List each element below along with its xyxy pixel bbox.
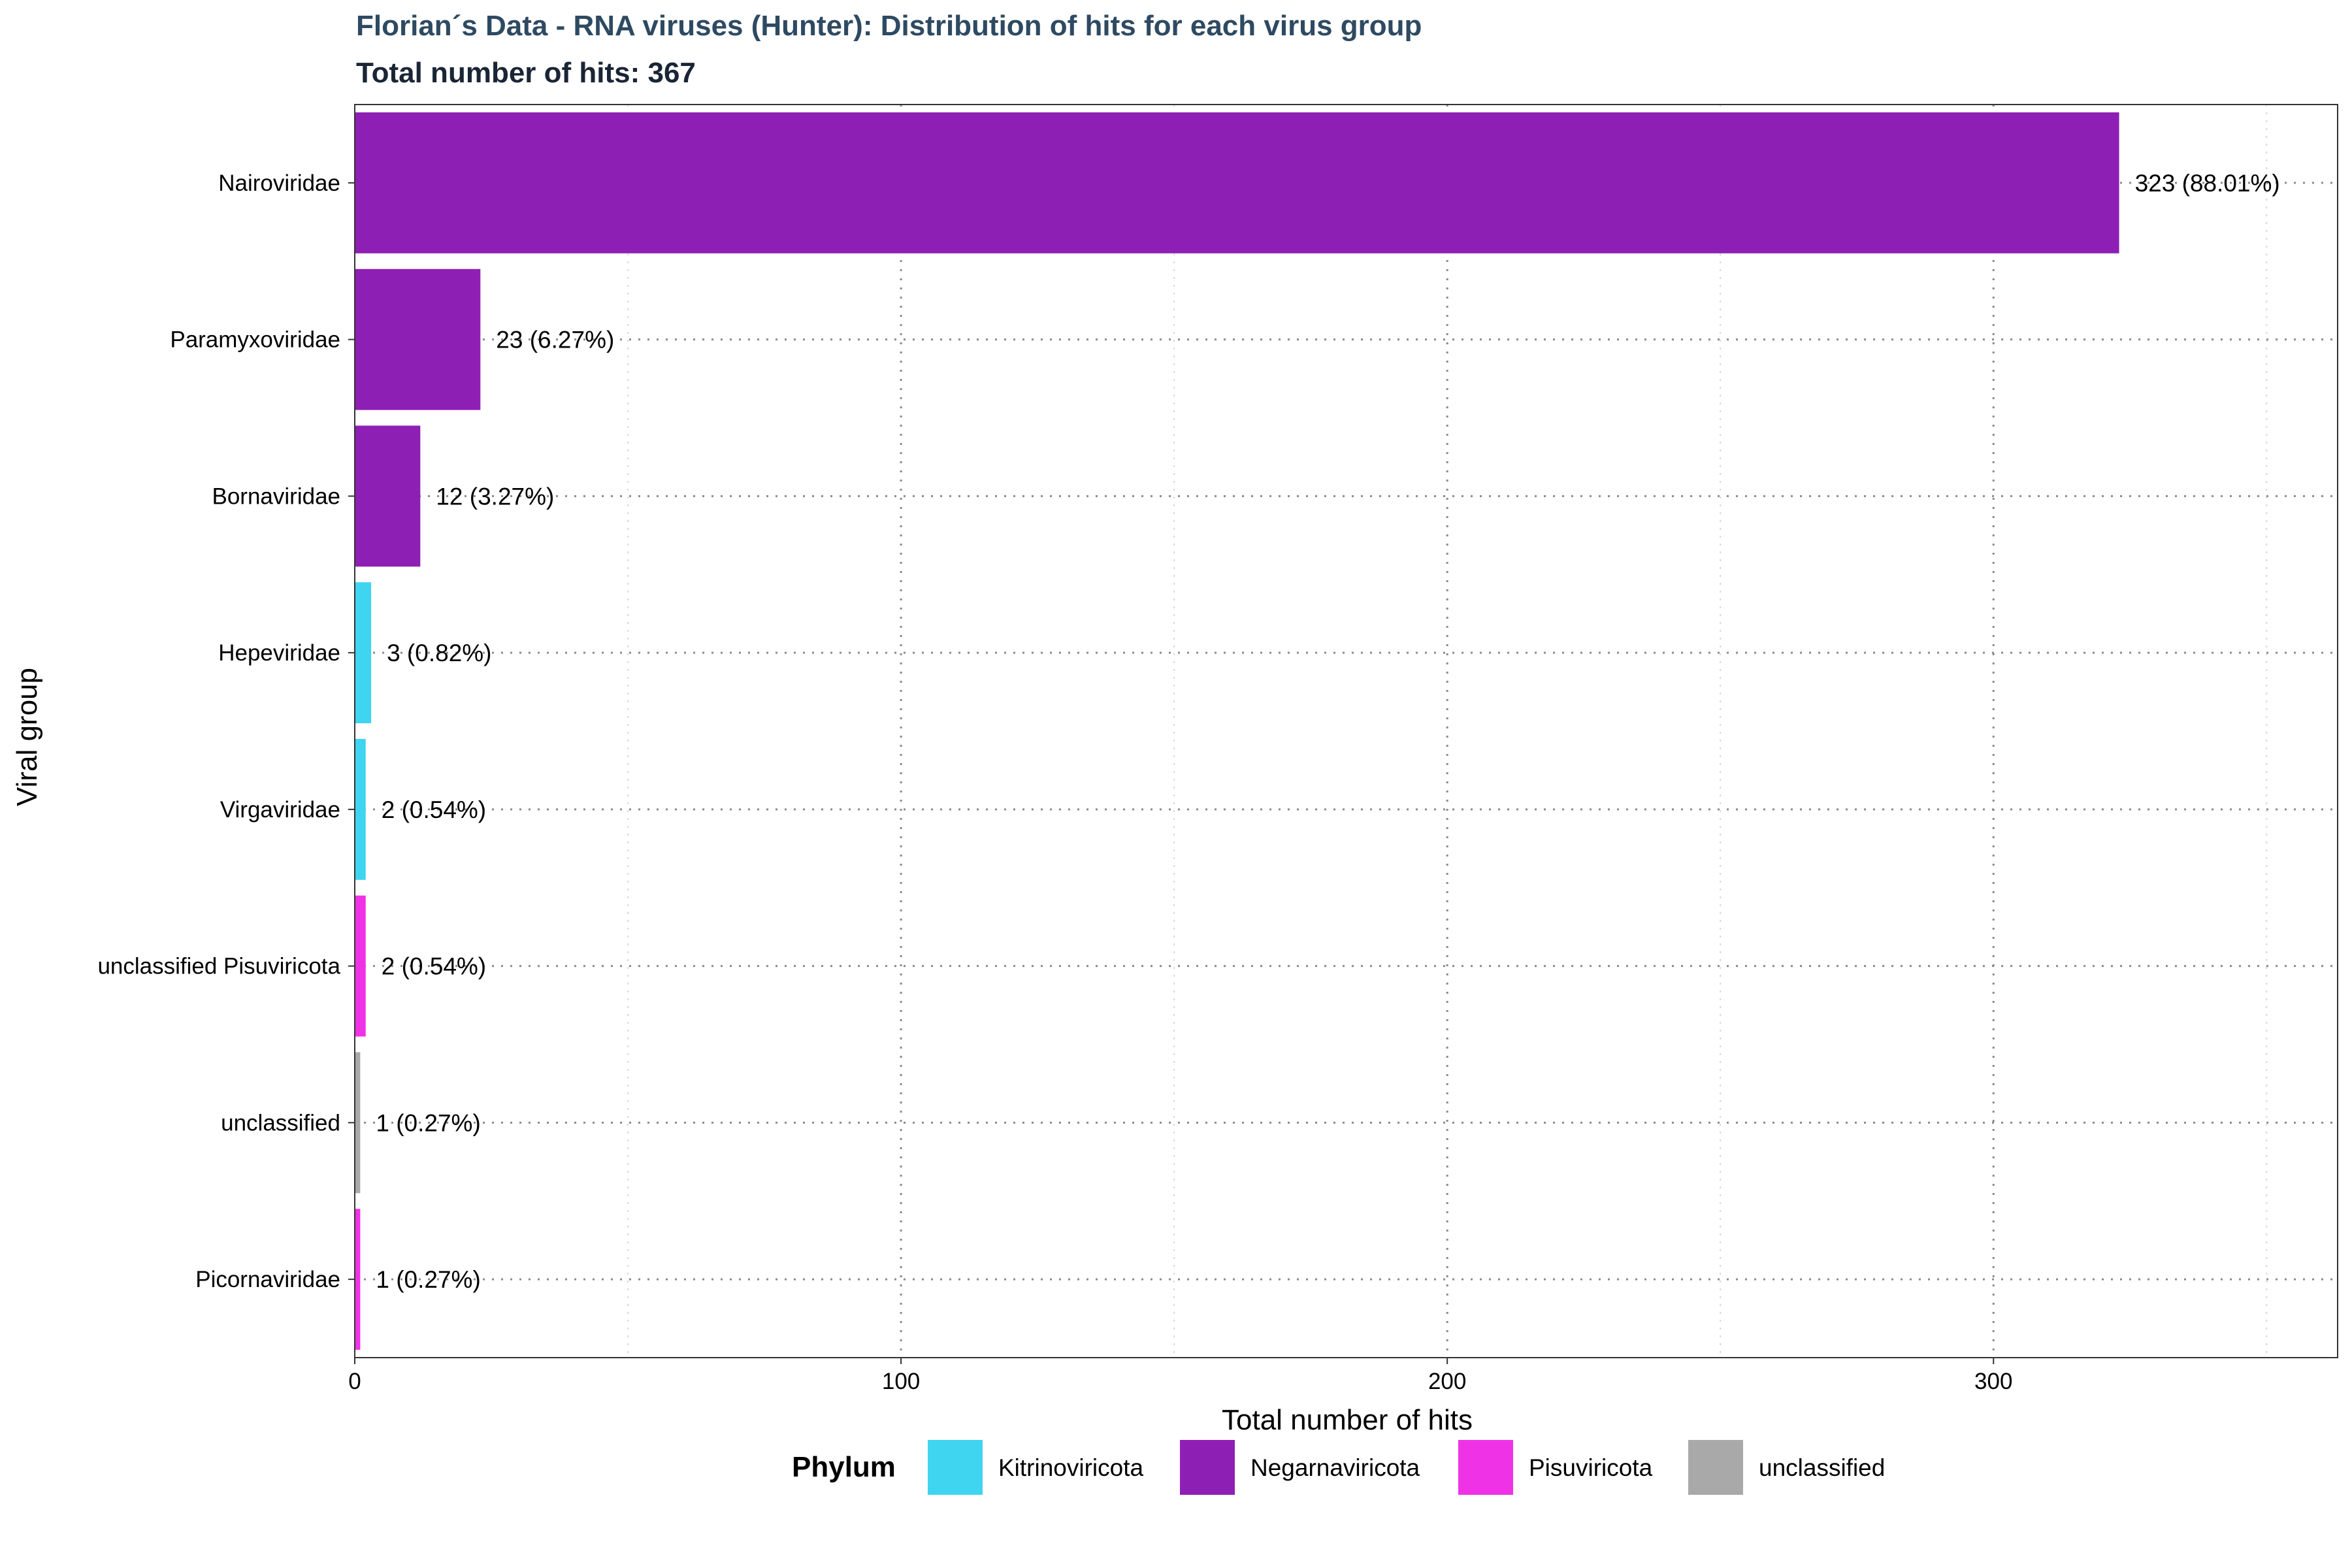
chart-title: Florian´s Data - RNA viruses (Hunter): D… (356, 10, 1422, 42)
plot-panel-border (354, 104, 2338, 1358)
legend-key-negarnaviricota (1180, 1440, 1235, 1495)
data-labels-group: 323 (88.01%) 23 (6.27%) 12 (3.27%) 3 (0.82%… (376, 170, 2279, 1293)
y-tick-label: Bornaviridae (212, 483, 341, 509)
bar-picornaviridae (355, 1209, 361, 1350)
x-tick-label: 200 (1428, 1369, 1466, 1394)
x-tick-label: 300 (1974, 1369, 2012, 1394)
bar-bornaviridae (355, 425, 421, 567)
legend-label: unclassified (1759, 1454, 1885, 1481)
bar-paramyxoviridae (355, 269, 481, 410)
legend-key-pisuviricota (1458, 1440, 1513, 1495)
x-axis-title: Total number of hits (1222, 1404, 1473, 1436)
data-label: 1 (0.27%) (376, 1266, 480, 1293)
x-tick-label: 0 (348, 1369, 361, 1394)
y-tick-label: Picornaviridae (195, 1267, 340, 1292)
bar-virgaviridae (355, 738, 366, 880)
data-label: 2 (0.54%) (382, 953, 486, 980)
legend-key-unclassified (1688, 1440, 1743, 1495)
y-axis-title: Viral group (11, 668, 43, 806)
data-label: 23 (6.27%) (496, 327, 614, 353)
legend-label: Kitrinoviricota (998, 1454, 1143, 1481)
data-label: 1 (0.27%) (376, 1109, 480, 1136)
chart-subtitle: Total number of hits: 367 (356, 57, 696, 89)
y-tick-label: unclassified (221, 1110, 340, 1135)
bar-unclassified-pisuviricota (355, 895, 366, 1037)
grid-lines (355, 105, 2338, 1358)
x-tick-label: 100 (882, 1369, 920, 1394)
data-label: 3 (0.82%) (387, 640, 491, 666)
bar-nairoviridae (355, 112, 2119, 253)
bar-hepeviridae (355, 582, 372, 724)
y-tick-labels-group: Nairoviridae Paramyxoviridae Bornaviridae H… (97, 171, 355, 1292)
y-tick-label: Nairoviridae (218, 171, 340, 196)
data-label: 323 (88.01%) (2135, 170, 2280, 197)
y-tick-label: unclassified Pisuviricota (97, 954, 340, 979)
bar-unclassified (355, 1052, 361, 1194)
y-tick-label: Virgaviridae (220, 797, 340, 823)
legend-label: Pisuviricota (1529, 1454, 1653, 1481)
legend: Phylum Kitrinoviricota Negarnaviricota Pis… (792, 1440, 1885, 1495)
legend-title: Phylum (792, 1451, 896, 1483)
legend-label: Negarnaviricota (1250, 1454, 1420, 1481)
y-tick-label: Hepeviridae (218, 640, 340, 666)
bars-group (355, 112, 2119, 1350)
data-label: 2 (0.54%) (382, 796, 486, 823)
y-tick-label: Paramyxoviridae (170, 327, 340, 353)
x-ticks-group: 0 100 200 300 (348, 1358, 2012, 1394)
data-label: 12 (3.27%) (436, 483, 554, 510)
legend-key-kitrinoviricota (928, 1440, 983, 1495)
